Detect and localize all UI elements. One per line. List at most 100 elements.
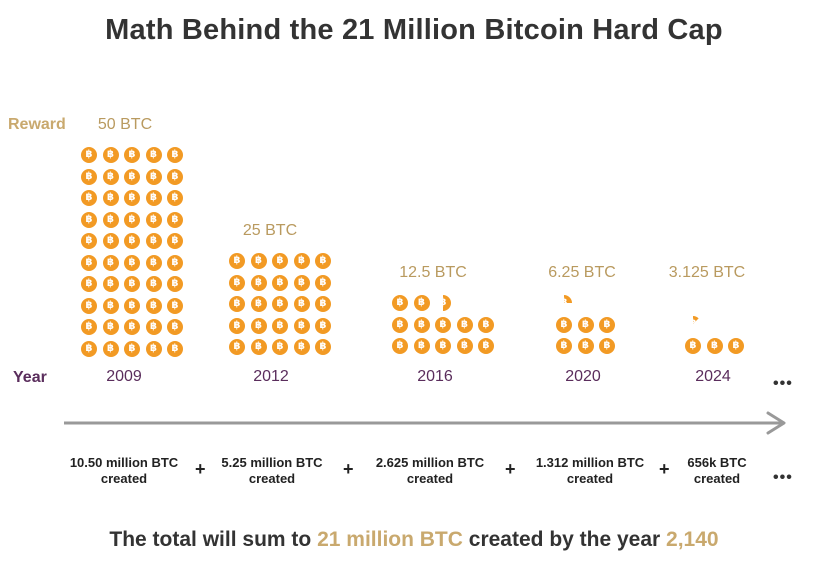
bitcoin-icon: ฿ (706, 337, 723, 354)
bitcoin-icon: ฿ (250, 317, 267, 334)
era-year: 2009 (106, 368, 142, 385)
created-word: created (566, 471, 614, 486)
created-amount-2009: 10.50 million BTC created (54, 455, 194, 487)
bitcoin-icon: ฿ (145, 190, 162, 206)
timeline-arrow (64, 411, 786, 435)
bitcoin-icon: ฿ (167, 254, 183, 271)
plus-sign: + (505, 459, 516, 479)
bitcoin-icon: ฿ (272, 253, 288, 269)
bitcoin-icon: ฿ (124, 319, 140, 335)
created-word: created (406, 471, 454, 486)
bitcoin-icon: ฿ (102, 168, 119, 185)
bitcoin-icon: ฿ (728, 337, 744, 354)
bitcoin-icon: ฿ (81, 233, 97, 249)
bitcoin-icon: ฿ (315, 317, 331, 334)
bitcoin-icon: ฿ (102, 211, 119, 228)
bitcoin-icon: ฿ (443, 295, 451, 311)
bitcoin-icon: ฿ (392, 338, 408, 354)
bitcoin-icon: ฿ (250, 253, 267, 269)
bitcoin-icon: ฿ (478, 338, 494, 354)
bitcoin-icon: ฿ (293, 253, 310, 269)
bitcoin-icon: ฿ (167, 340, 183, 357)
created-amount: 656k BTC (687, 455, 747, 470)
reward-amount: 6.25 BTC (548, 264, 616, 281)
bitcoin-icon: ฿ (145, 168, 162, 185)
reward-amount: 3.125 BTC (668, 264, 746, 281)
bitcoin-icon: ฿ (315, 296, 331, 312)
created-amount-2020: 1.312 million BTC created (520, 455, 660, 487)
bitcoin-icon: ฿ (272, 317, 288, 334)
bitcoin-icon: ฿ (145, 276, 162, 292)
bitcoin-icon: ฿ (145, 297, 162, 314)
bitcoin-icon: ฿ (293, 339, 310, 355)
bitcoin-icon: ฿ (315, 339, 331, 355)
bitcoin-icon: ฿ (145, 233, 162, 249)
bitcoin-icon: ฿ (413, 316, 430, 333)
bitcoin-icon: ฿ (577, 316, 594, 333)
bitcoin-icon: ฿ (102, 233, 119, 249)
total-middle: created by the year (462, 528, 667, 551)
created-amount: 10.50 million BTC (69, 455, 179, 470)
bitcoin-icon: ฿ (102, 147, 119, 163)
bitcoin-icon: ฿ (81, 168, 97, 185)
bitcoin-icon: ฿ (167, 147, 183, 163)
reward-amount: 12.5 BTC (399, 264, 467, 281)
era-year: 2024 (695, 368, 731, 385)
bitcoin-icon: ฿ (315, 274, 331, 291)
bitcoin-icon: ฿ (229, 339, 245, 355)
bitcoin-icon: ฿ (124, 276, 140, 292)
created-amount-2012: 5.25 million BTC created (202, 455, 342, 487)
bitcoin-icon: ฿ (229, 317, 245, 334)
bitcoin-icon: ฿ (435, 338, 451, 354)
bitcoin-icon: ฿ (124, 147, 140, 163)
bitcoin-icon: ฿ (599, 316, 615, 333)
bitcoin-icon: ฿ (167, 319, 183, 335)
bitcoin-icon: ฿ (145, 211, 162, 228)
bitcoin-icon: ฿ (293, 274, 310, 291)
bitcoin-icon: ฿ (413, 338, 430, 354)
bitcoin-icon: ฿ (102, 319, 119, 335)
bitcoin-icon: ฿ (167, 211, 183, 228)
bitcoin-icon: ฿ (145, 254, 162, 271)
bitcoin-icon: ฿ (556, 338, 572, 354)
bitcoin-icon: ฿ (81, 211, 97, 228)
bitcoin-icon: ฿ (456, 316, 473, 333)
bitcoin-icon: ฿ (685, 337, 701, 354)
reward-amount: 50 BTC (97, 116, 153, 133)
bitcoin-icon: ฿ (556, 316, 572, 333)
bitcoin-icon: ฿ (124, 190, 140, 206)
bitcoin-icon: ฿ (81, 254, 97, 271)
bitcoin-icon: ฿ (293, 296, 310, 312)
reward-amount: 25 BTC (242, 222, 298, 239)
bitcoin-icon: ฿ (315, 253, 331, 269)
page-title: Math Behind the 21 Million Bitcoin Hard … (105, 14, 723, 46)
total-amount: 21 million BTC (317, 528, 463, 551)
total-year: 2,140 (666, 528, 719, 551)
bitcoin-icon: ฿ (124, 254, 140, 271)
year-row-label: Year (13, 369, 47, 386)
plus-sign: + (195, 459, 206, 479)
bitcoin-icon: ฿ (102, 340, 119, 357)
bitcoin-icon: ฿ (124, 168, 140, 185)
bitcoin-icon: ฿ (81, 319, 97, 335)
reward-row-label: Reward (8, 116, 66, 133)
bitcoin-icon: ฿ (81, 190, 97, 206)
created-word: created (693, 471, 741, 486)
continuation-ellipsis-years: ••• (773, 375, 793, 392)
total-prefix: The total will sum to (109, 528, 318, 551)
bitcoin-icon: ฿ (102, 190, 119, 206)
bitcoin-icon: ฿ (124, 233, 140, 249)
bitcoin-icon: ฿ (272, 274, 288, 291)
bitcoin-icon: ฿ (229, 296, 245, 312)
bitcoin-icon: ฿ (81, 340, 97, 357)
bitcoin-icon: ฿ (81, 297, 97, 314)
plus-sign: + (343, 459, 354, 479)
plus-sign: + (659, 459, 670, 479)
bitcoin-icon: ฿ (413, 295, 430, 311)
bitcoin-icon: ฿ (124, 211, 140, 228)
bitcoin-icon: ฿ (272, 339, 288, 355)
bitcoin-icon: ฿ (435, 316, 451, 333)
bitcoin-icon: ฿ (599, 338, 615, 354)
bitcoin-icon: ฿ (102, 276, 119, 292)
created-amount-2016: 2.625 million BTC created (360, 455, 500, 487)
